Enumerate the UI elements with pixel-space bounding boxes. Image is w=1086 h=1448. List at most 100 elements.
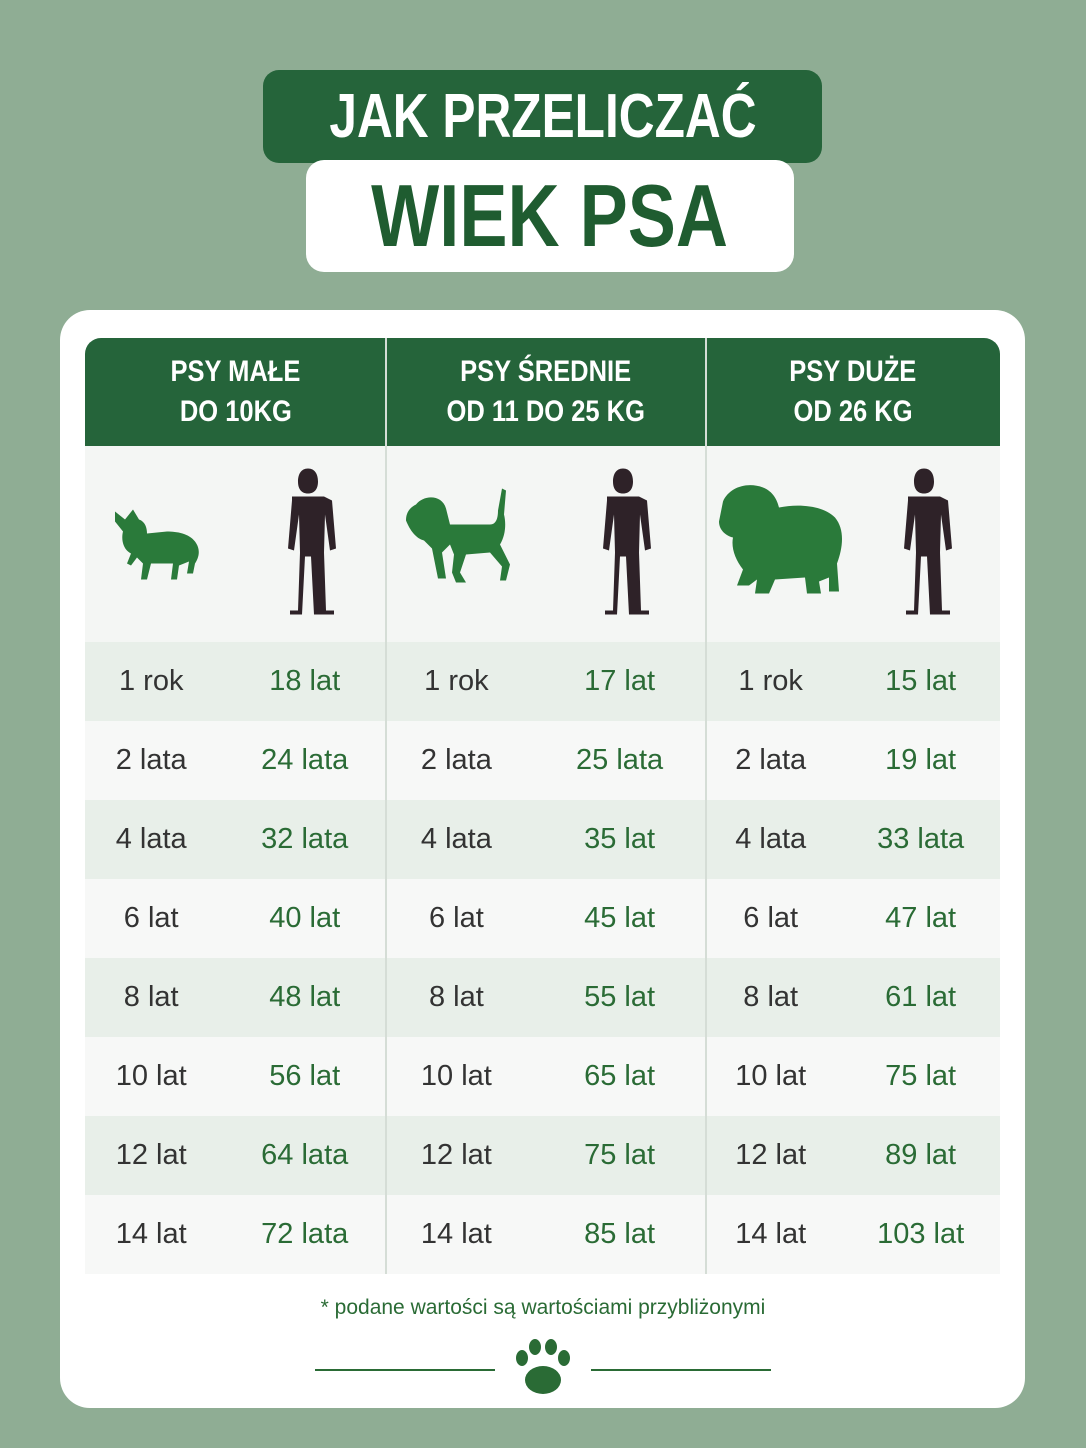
- human-icon: [903, 468, 952, 615]
- human-age: 61 lat: [885, 981, 957, 1013]
- human-icon: [287, 468, 336, 615]
- dog-age: 6 lat: [123, 902, 179, 934]
- dog-age: 6 lat: [743, 902, 799, 934]
- table-row: 6 lat 47 lat: [706, 879, 1000, 958]
- table-row: 2 lata 25 lata: [386, 721, 706, 800]
- human-wrap: [278, 467, 338, 622]
- human-age: 15 lat: [885, 665, 957, 697]
- human-age: 33 lata: [877, 823, 965, 855]
- table-row: 8 lat 48 lat: [85, 958, 386, 1037]
- table-row: 12 lat 64 lata: [85, 1116, 386, 1195]
- header-line: DO 10KG: [179, 395, 292, 428]
- table-row: 10 lat 56 lat: [85, 1037, 386, 1116]
- title-box: WIEK PSA: [306, 160, 794, 272]
- human-age: 103 lat: [877, 1218, 965, 1250]
- icons: [706, 446, 1000, 642]
- human-wrap: [894, 467, 954, 622]
- dog-age: 14 lat: [115, 1218, 187, 1250]
- dog-age: 1 rok: [738, 665, 803, 697]
- human-age: 64 lata: [261, 1139, 349, 1171]
- human-age: 65 lat: [584, 1060, 656, 1092]
- dog-age: 1 rok: [118, 665, 184, 697]
- title-box: JAK PRZELICZAĆ: [263, 70, 822, 163]
- dog-age: 14 lat: [420, 1218, 492, 1250]
- dog-age: 4 lata: [115, 823, 187, 855]
- human-age: 85 lat: [584, 1218, 656, 1250]
- human-age: 24 lata: [261, 744, 349, 776]
- table-row: 6 lat 40 lat: [85, 879, 386, 958]
- human-age: 18 lat: [269, 665, 341, 697]
- column: PSY DUŻE OD 26 KG 1 rok 15 lat 2 lata 19 lat 4…: [706, 338, 1000, 1274]
- human-age: 19 lat: [885, 744, 957, 776]
- dog-age: 2 lata: [735, 744, 807, 776]
- human-icon: [602, 468, 651, 615]
- dog-icon: [718, 485, 842, 594]
- human-age: 89 lat: [885, 1139, 957, 1171]
- header-line: OD 26 KG: [793, 395, 913, 428]
- icons: [386, 446, 706, 642]
- table-row: 8 lat 61 lat: [706, 958, 1000, 1037]
- human-age: 48 lat: [269, 981, 341, 1013]
- header-line: PSY DUŻE: [789, 355, 917, 388]
- table-row: 14 lat 103 lat: [706, 1195, 1000, 1274]
- column-header: PSY ŚREDNIE OD 11 DO 25 KG: [386, 338, 706, 446]
- human-age: 17 lat: [584, 665, 656, 697]
- column: PSY MAŁE DO 10KG 1 rok 18 lat 2 lata 24 lata 4…: [85, 338, 386, 1274]
- human-wrap: [593, 467, 653, 622]
- dog-age: 10 lat: [420, 1060, 492, 1092]
- paw-icon: [516, 1339, 570, 1394]
- table-row: 2 lata 19 lat: [706, 721, 1000, 800]
- dog-age: 4 lata: [735, 823, 807, 855]
- table-row: 4 lata 33 lata: [706, 800, 1000, 879]
- dog-age: 10 lat: [735, 1060, 807, 1092]
- human-age: 56 lat: [269, 1060, 341, 1092]
- table-row: 10 lat 65 lat: [386, 1037, 706, 1116]
- dog-age: 8 lat: [743, 981, 799, 1013]
- table-row: 14 lat 85 lat: [386, 1195, 706, 1274]
- dog-age: 14 lat: [735, 1218, 807, 1250]
- table-row: 1 rok 18 lat: [85, 642, 386, 721]
- table-row: 12 lat 75 lat: [386, 1116, 706, 1195]
- dog-icon: [406, 488, 510, 583]
- dog-age: 10 lat: [115, 1060, 187, 1092]
- human-age: 40 lat: [269, 902, 341, 934]
- dog-age: 4 lata: [420, 823, 492, 855]
- table-row: 4 lata 35 lat: [386, 800, 706, 879]
- header-line: PSY ŚREDNIE: [460, 355, 632, 388]
- human-age: 75 lat: [885, 1060, 957, 1092]
- human-age: 25 lata: [576, 744, 664, 776]
- paw-divider: [315, 1339, 771, 1394]
- dog-age: 12 lat: [420, 1139, 492, 1171]
- dog-age: 12 lat: [735, 1139, 807, 1171]
- dog-age: 2 lata: [420, 744, 492, 776]
- title-line2: WIEK PSA: [371, 166, 729, 265]
- table-row: 10 lat 75 lat: [706, 1037, 1000, 1116]
- human-age: 72 lata: [261, 1218, 349, 1250]
- header-line: PSY MAŁE: [170, 355, 301, 388]
- human-age: 45 lat: [584, 902, 656, 934]
- table-row: 1 rok 15 lat: [706, 642, 1000, 721]
- table-row: 8 lat 55 lat: [386, 958, 706, 1037]
- table-row: 14 lat 72 lata: [85, 1195, 386, 1274]
- header-line: OD 11 DO 25 KG: [446, 395, 646, 428]
- title-line1: JAK PRZELICZAĆ: [328, 82, 757, 151]
- dog-age: 6 lat: [428, 902, 484, 934]
- dog-icon: [115, 509, 200, 580]
- dog-age: 8 lat: [123, 981, 179, 1013]
- icons: [85, 446, 386, 642]
- dog-age: 2 lata: [115, 744, 187, 776]
- human-age: 75 lat: [584, 1139, 656, 1171]
- table-row: 12 lat 89 lat: [706, 1116, 1000, 1195]
- table-row: 6 lat 45 lat: [386, 879, 706, 958]
- dog-age: 12 lat: [115, 1139, 187, 1171]
- dog-age: 1 rok: [424, 665, 489, 697]
- dog-wrap: [406, 487, 526, 602]
- human-age: 35 lat: [584, 823, 656, 855]
- human-age: 55 lat: [584, 981, 656, 1013]
- column-header: PSY MAŁE DO 10KG: [85, 338, 386, 446]
- column-separator: [705, 338, 707, 1274]
- column-separator: [385, 338, 387, 1274]
- table-row: 2 lata 24 lata: [85, 721, 386, 800]
- dog-age: 8 lat: [428, 981, 484, 1013]
